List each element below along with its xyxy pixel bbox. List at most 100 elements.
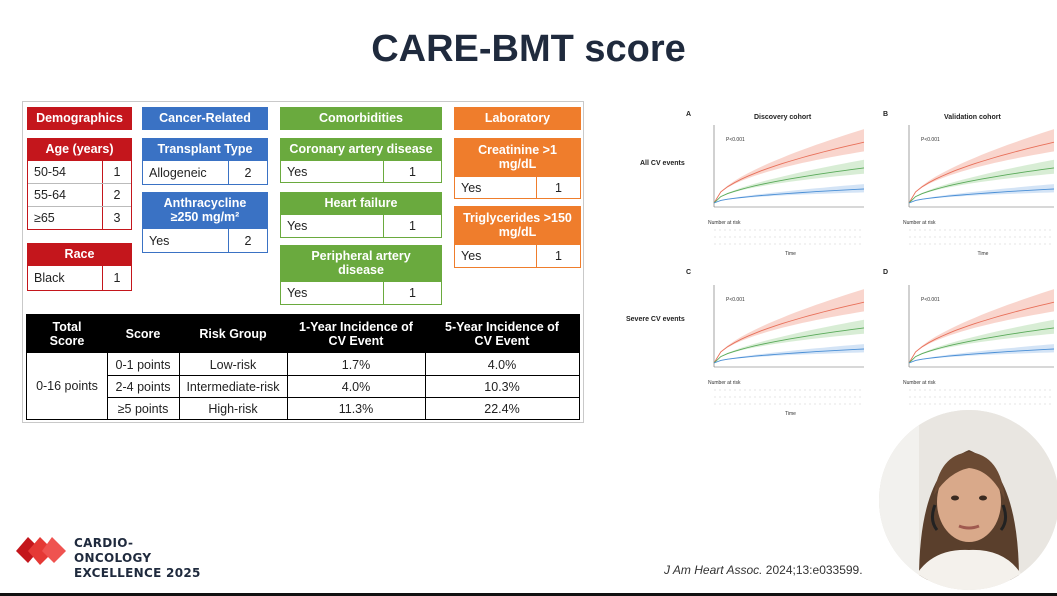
panel-0-curve-2	[713, 188, 865, 204]
panel-2-curve-0	[713, 301, 865, 364]
logo-text: CARDIO-ONCOLOGY EXCELLENCE 2025	[74, 536, 201, 580]
pad-yes-points: 1	[383, 281, 442, 305]
panel-3-band-0	[909, 289, 1054, 363]
panel-a-title: Discovery cohort	[754, 114, 812, 121]
panel-2-band-0	[714, 289, 864, 363]
cancer-related-header: Cancer-Related	[142, 107, 268, 130]
row-high-five-year: 22.4%	[484, 401, 520, 416]
creatinine-yes-label: Yes	[454, 176, 536, 199]
age-65-label: ≥65	[27, 206, 102, 230]
anthracycline-header: Anthracycline ≥250 mg/m²	[142, 192, 268, 228]
row-label-severe-cv: Severe CV events	[626, 316, 685, 323]
panel-2-curve-2	[713, 348, 865, 364]
panel-3-curve-1	[908, 327, 1055, 364]
panel-3-number-at-risk: Number at risk	[903, 380, 936, 386]
care-bmt-score-panel: Demographics Age (years) 50-54 1 55-64 2…	[22, 101, 584, 423]
panel-0-curve-1	[713, 167, 865, 204]
panel-0-band-1	[714, 159, 864, 203]
panel-0-band-0	[714, 129, 864, 203]
heart-logo-icon	[16, 537, 66, 565]
panel-2-p-value: P<0.001	[726, 297, 745, 303]
panel-2-curve-1	[713, 327, 865, 364]
panel-1-band-1	[909, 159, 1054, 203]
creatinine-yes-points: 1	[536, 176, 581, 199]
heart-failure-header: Heart failure	[280, 192, 442, 214]
th-one-year: 1-Year Incidence of CV Event	[299, 319, 413, 348]
panel-1-p-value: P<0.001	[921, 137, 940, 143]
panel-0-time-label: Time	[785, 251, 796, 257]
panel-a-letter: A	[686, 111, 692, 118]
panel-0-curve-0	[713, 141, 865, 204]
race-black-label: Black	[27, 265, 102, 291]
row-intermediate-score: 2-4 points	[115, 379, 171, 394]
laboratory-header: Laboratory	[454, 107, 581, 130]
triglycerides-yes-label: Yes	[454, 244, 536, 268]
th-five-year: 5-Year Incidence of CV Event	[445, 319, 559, 348]
row-intermediate-group: Intermediate-risk	[186, 379, 280, 394]
row-high-score: ≥5 points	[117, 401, 169, 416]
panel-0-number-at-risk: Number at risk	[708, 220, 741, 226]
panel-1-number-at-risk: Number at risk	[903, 220, 936, 226]
transplant-allogeneic-label: Allogeneic	[142, 160, 228, 185]
race-header: Race	[27, 243, 132, 265]
pad-header: Peripheral artery disease	[280, 245, 442, 281]
speaker-avatar	[879, 410, 1057, 590]
cad-yes-label: Yes	[280, 160, 383, 183]
panel-3-p-value: P<0.001	[921, 297, 940, 303]
row-low-score: 0-1 points	[115, 357, 171, 372]
panel-2-number-at-risk: Number at risk	[708, 380, 741, 386]
panel-c-letter: C	[686, 269, 692, 276]
cad-header: Coronary artery disease	[280, 138, 442, 160]
panel-b-letter: B	[883, 111, 889, 118]
total-score-cell: 0-16 points	[36, 379, 98, 393]
comorbidities-header: Comorbidities	[280, 107, 442, 130]
row-intermediate-one-year: 4.0%	[341, 379, 371, 394]
row-low-five-year: 4.0%	[487, 357, 517, 372]
panel-1-curve-2	[908, 188, 1055, 204]
age-55-64-points: 2	[102, 183, 132, 206]
km-plots: P<0.001 Number at risk Time P<0.001 Number a…	[708, 125, 1055, 417]
th-risk-group: Risk Group	[199, 326, 267, 341]
panel-1-curve-1	[908, 167, 1055, 204]
triglycerides-header: Triglycerides >150 mg/dL	[454, 206, 581, 244]
slide-title: CARE-BMT score	[371, 28, 686, 70]
age-50-54-label: 50-54	[27, 160, 102, 183]
panel-d-letter: D	[883, 269, 889, 276]
demographics-header: Demographics	[27, 107, 132, 130]
row-high-group: High-risk	[208, 401, 258, 416]
th-score: Score	[125, 326, 161, 341]
risk-table: Total Score Score Risk Group 1-Year Incid…	[26, 314, 580, 420]
panel-2-band-1	[714, 319, 864, 363]
risk-table-header-row: Total Score Score Risk Group 1-Year Incid…	[27, 315, 579, 353]
row-high-one-year: 11.3%	[338, 401, 374, 416]
panel-2-time-label: Time	[785, 411, 796, 417]
transplant-allogeneic-points: 2	[228, 160, 268, 185]
heart-failure-yes-points: 1	[383, 214, 442, 238]
kaplan-meier-figure: A Discovery cohort B Validation cohort C…	[622, 105, 1057, 425]
triglycerides-yes-points: 1	[536, 244, 581, 268]
heart-failure-yes-label: Yes	[280, 214, 383, 238]
row-low-one-year: 1.7%	[341, 357, 371, 372]
age-header: Age (years)	[27, 138, 132, 160]
creatinine-header: Creatinine >1 mg/dL	[454, 138, 581, 176]
pad-yes-label: Yes	[280, 281, 383, 305]
cad-yes-points: 1	[383, 160, 442, 183]
citation: J Am Heart Assoc. 2024;13:e033599.	[664, 563, 863, 577]
th-total-score: Total Score	[49, 319, 85, 348]
speaker-video	[879, 410, 1057, 590]
panel-3-curve-0	[908, 301, 1055, 364]
transplant-type-header: Transplant Type	[142, 138, 268, 160]
cardio-oncology-logo: CARDIO-ONCOLOGY EXCELLENCE 2025	[14, 531, 204, 580]
panel-1-band-0	[909, 129, 1054, 203]
row-label-all-cv: All CV events	[640, 160, 685, 167]
age-50-54-points: 1	[102, 160, 132, 183]
panel-1-time-label: Time	[978, 251, 989, 257]
anthracycline-yes-points: 2	[228, 228, 268, 253]
age-55-64-label: 55-64	[27, 183, 102, 206]
bottom-bar	[0, 593, 1057, 596]
panel-0-p-value: P<0.001	[726, 137, 745, 143]
panel-b-title: Validation cohort	[944, 114, 1001, 121]
race-black-points: 1	[102, 265, 132, 291]
row-intermediate-five-year: 10.3%	[484, 379, 520, 394]
panel-1-curve-0	[908, 141, 1055, 204]
